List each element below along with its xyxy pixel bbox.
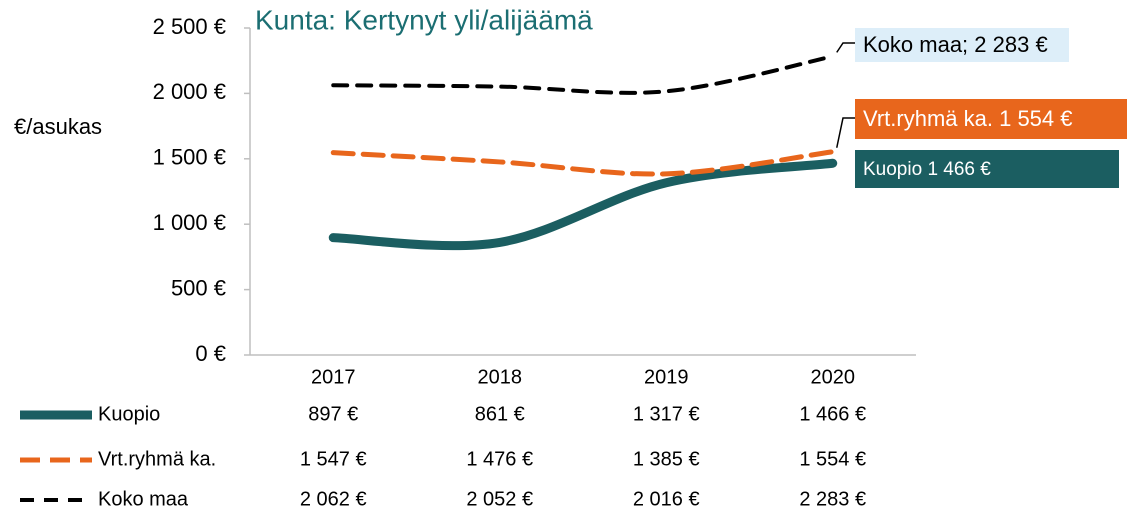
table-value: 2 052 € xyxy=(466,488,533,510)
x-tick-label: 2018 xyxy=(478,366,523,388)
y-tick-label: 1 500 € xyxy=(153,145,226,170)
y-tick-label: 2 500 € xyxy=(153,14,226,39)
annotation-box xyxy=(855,28,1069,62)
series-line xyxy=(330,149,836,177)
x-tick-label: 2017 xyxy=(311,366,356,388)
annotation-leader xyxy=(836,42,855,53)
table-value: 1 385 € xyxy=(633,448,700,470)
table-value: 2 062 € xyxy=(300,488,367,510)
table-value: 1 466 € xyxy=(799,403,866,425)
y-tick-label: 1 000 € xyxy=(153,210,226,235)
legend-label: Vrt.ryhmä ka. xyxy=(98,448,216,470)
annotation: Vrt.ryhmä ka. 1 554 € xyxy=(863,106,1073,131)
legend-label: Koko maa xyxy=(98,488,189,510)
table-value: 1 476 € xyxy=(466,448,533,470)
table-value: 1 547 € xyxy=(300,448,367,470)
y-axis-label: €/asukas xyxy=(14,114,102,139)
table-value: 897 € xyxy=(308,403,358,425)
table-value: 861 € xyxy=(475,403,525,425)
legend-label: Kuopio xyxy=(98,403,160,425)
annotation-leader xyxy=(836,117,855,148)
series-line xyxy=(328,158,838,251)
y-tick-label: 2 000 € xyxy=(153,79,226,104)
x-tick-label: 2019 xyxy=(644,366,689,388)
annotation-box xyxy=(855,150,1119,188)
x-tick-label: 2020 xyxy=(811,366,856,388)
table-value: 2 283 € xyxy=(799,488,866,510)
series-line xyxy=(331,54,835,95)
y-tick-label: 0 € xyxy=(195,341,226,366)
annotation: Kuopio 1 466 € xyxy=(863,159,991,180)
y-tick-label: 500 € xyxy=(171,275,226,300)
annotation: Koko maa; 2 283 € xyxy=(863,32,1048,57)
table-value: 2 016 € xyxy=(633,488,700,510)
annotation-box xyxy=(855,99,1127,139)
table-value: 1 317 € xyxy=(633,403,700,425)
chart-title: Kunta: Kertynyt yli/alijäämä xyxy=(255,4,593,35)
table-value: 1 554 € xyxy=(799,448,866,470)
